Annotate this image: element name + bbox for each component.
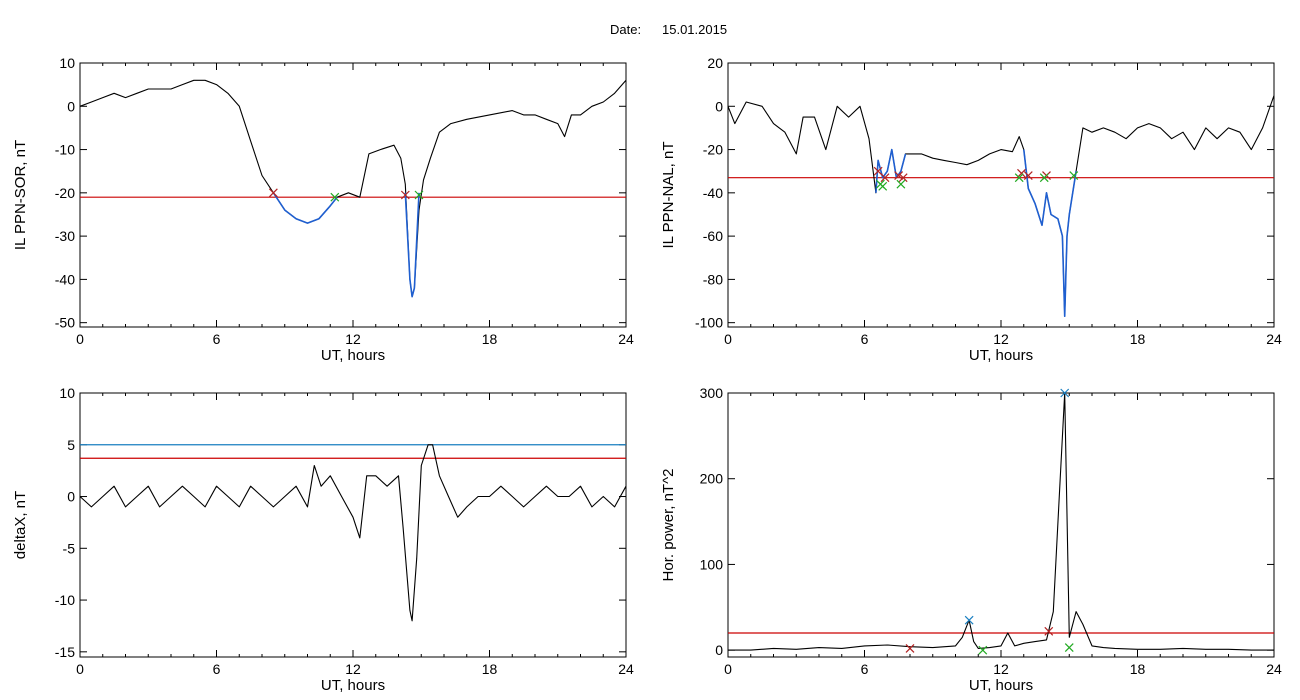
marker-start (1023, 171, 1033, 180)
x-axis-label: UT, hours (969, 677, 1033, 694)
date-value: 15.01.2015 (662, 22, 727, 37)
x-tick-label: 12 (345, 331, 361, 347)
x-tick-label: 12 (993, 331, 1009, 347)
marker-start (1044, 626, 1054, 636)
y-tick-label: -30 (55, 228, 75, 244)
y-tick-label: -5 (63, 540, 76, 556)
marker-end (414, 190, 424, 200)
marker-end (1069, 171, 1079, 180)
x-tick-label: 18 (482, 331, 498, 347)
y-axis-label: Hor. power, nT^2 (660, 469, 677, 582)
y-axis-label: IL PPN-SOR, nT (12, 140, 29, 250)
x-tick-label: 24 (618, 331, 634, 347)
y-tick-label: -50 (55, 315, 75, 331)
y-axis-label: IL PPN-NAL, nT (660, 142, 677, 249)
marker-end (978, 645, 988, 655)
marker-start (905, 644, 915, 653)
marker-start (880, 173, 890, 183)
x-tick-label: 6 (213, 331, 221, 347)
y-tick-label: 0 (715, 98, 723, 114)
y-tick-label: -10 (55, 592, 75, 608)
x-tick-label: 6 (861, 331, 869, 347)
marker-end (896, 179, 906, 189)
y-tick-label: 5 (67, 437, 75, 453)
y-tick-label: 20 (707, 55, 723, 71)
marker-start (400, 190, 410, 200)
marker-peak (1060, 388, 1070, 398)
marker-start (268, 188, 278, 198)
panel-deltax: 0 6 12 18 24 10 5 0 -5 -10 -15 UT, hours deltaX, nT (12, 385, 634, 694)
marker-end (1039, 173, 1049, 183)
y-tick-label: 0 (715, 642, 723, 658)
series-line (727, 95, 1275, 317)
x-tick-label: 18 (482, 661, 498, 677)
panel-sor: 0 6 12 18 24 10 0 -10 -20 -30 -40 -50 UT, hours IL PP… (12, 55, 634, 364)
y-tick-label: -15 (55, 644, 75, 660)
marker-start (894, 171, 904, 180)
x-tick-label: 6 (861, 661, 869, 677)
x-tick-label: 12 (345, 661, 361, 677)
plot-frame (727, 62, 1275, 328)
x-axis-label: UT, hours (321, 677, 385, 694)
x-axis-label: UT, hours (321, 347, 385, 364)
y-tick-label: 100 (700, 556, 724, 572)
marker-end (878, 181, 888, 191)
x-tick-label: 6 (213, 661, 221, 677)
x-tick-label: 18 (1130, 661, 1146, 677)
y-tick-label: -20 (55, 185, 75, 201)
plot-frame (727, 392, 1275, 658)
marker-peak (964, 615, 974, 625)
marker-start (898, 173, 908, 183)
x-tick-label: 24 (1266, 331, 1282, 347)
y-tick-label: -10 (55, 142, 75, 158)
y-tick-label: -100 (695, 315, 723, 331)
y-tick-label: -60 (703, 228, 723, 244)
panel-power: 0 6 12 18 24 300 200 100 0 UT, hours Hor. power, n… (660, 385, 1282, 694)
y-tick-label: -20 (703, 142, 723, 158)
date-label: Date: (610, 22, 641, 37)
event-segment (404, 192, 420, 298)
plot-frame (79, 392, 627, 658)
y-tick-label: -40 (55, 271, 75, 287)
event-segment (272, 192, 338, 224)
y-tick-label: 0 (67, 98, 75, 114)
y-axis-label: deltaX, nT (12, 491, 29, 559)
y-tick-label: 10 (59, 55, 75, 71)
x-tick-label: 0 (76, 661, 84, 677)
x-tick-label: 24 (618, 661, 634, 677)
x-tick-label: 24 (1266, 661, 1282, 677)
y-tick-label: 0 (67, 489, 75, 505)
y-tick-label: 200 (700, 471, 724, 487)
x-axis-label: UT, hours (969, 347, 1033, 364)
y-tick-label: -80 (703, 271, 723, 287)
x-tick-label: 0 (76, 331, 84, 347)
series-line (79, 444, 627, 622)
series-line (79, 79, 627, 298)
y-tick-label: 300 (700, 385, 724, 401)
y-tick-label: 10 (59, 385, 75, 401)
series-line (728, 392, 1274, 651)
marker-end (330, 192, 340, 202)
x-tick-label: 0 (724, 331, 732, 347)
marker-end (1014, 173, 1024, 183)
marker-end (1064, 643, 1074, 652)
panel-nal: 0 6 12 18 24 20 0 -20 -40 -60 -80 -100 UT, hours IL P… (660, 55, 1282, 364)
x-tick-label: 12 (993, 661, 1009, 677)
x-tick-label: 0 (724, 661, 732, 677)
event-segment (1023, 149, 1077, 318)
y-tick-label: -40 (703, 185, 723, 201)
x-tick-label: 18 (1130, 331, 1146, 347)
marker-start (1017, 168, 1026, 178)
event-segment (875, 148, 907, 193)
